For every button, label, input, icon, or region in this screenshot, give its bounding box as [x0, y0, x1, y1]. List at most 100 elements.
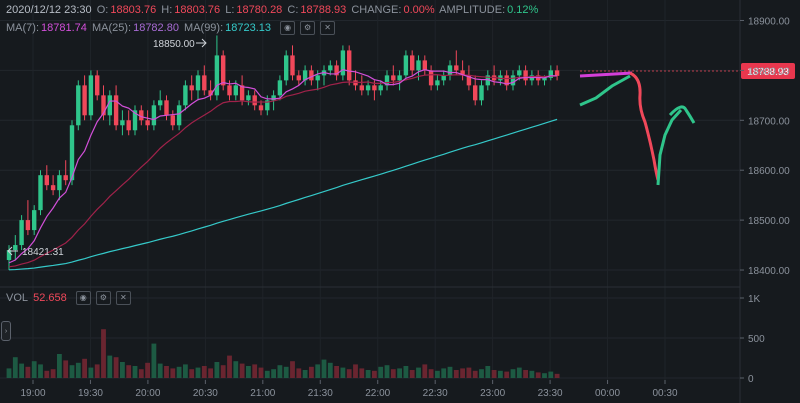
low-value: 18780.28 — [236, 4, 283, 16]
candle-body — [372, 85, 377, 91]
volume-bar — [554, 373, 560, 378]
candle-body — [359, 85, 364, 91]
candle-body — [542, 77, 547, 81]
close-value: 18788.93 — [300, 4, 347, 16]
volume-bar — [246, 366, 251, 378]
volume-bar — [290, 361, 295, 378]
price-tick-label: 18700.00 — [748, 116, 790, 127]
last-price-badge — [741, 63, 795, 79]
volume-bar — [466, 367, 472, 378]
time-tick-label: 23:30 — [538, 388, 563, 399]
drawn-arrow-head — [668, 105, 696, 124]
candle-body — [151, 105, 157, 126]
volume-bar — [50, 369, 56, 378]
time-tick-label: 22:00 — [365, 388, 390, 399]
volume-bar — [485, 366, 491, 378]
candle-body — [460, 70, 465, 76]
chart-grid — [0, 0, 740, 380]
candle-body — [126, 120, 131, 131]
close-icon[interactable]: ✕ — [115, 291, 131, 305]
candle-body — [38, 175, 43, 211]
price-tick-label: 18400.00 — [748, 266, 790, 277]
high-marker: 18850.00 — [153, 38, 207, 50]
volume-bar — [145, 362, 150, 378]
volume-bar — [384, 365, 390, 378]
volume-bar — [334, 366, 339, 378]
eye-icon[interactable]: ◉ — [75, 291, 91, 305]
volume-bar — [428, 369, 434, 378]
candle-body — [309, 70, 314, 81]
candle-body — [441, 75, 446, 81]
volume-bar — [504, 371, 510, 378]
candle-body — [284, 55, 289, 81]
ma99-value: 18723.13 — [225, 21, 272, 34]
candle-body — [239, 85, 245, 101]
volume-bar — [353, 364, 358, 378]
candle-body — [19, 220, 24, 246]
panel-toggle-handle[interactable]: › — [1, 321, 11, 341]
volume-tick-label: 1K — [748, 294, 761, 305]
volume-bar — [296, 368, 302, 378]
volume-bar — [529, 370, 535, 378]
last-price-label: 18788.93 — [747, 67, 789, 78]
price-tick-label: 18500.00 — [748, 216, 790, 227]
volume-bar — [365, 370, 371, 378]
eye-icon[interactable]: ◉ — [280, 21, 296, 35]
time-tick-label: 22:30 — [423, 388, 448, 399]
candle-body — [57, 175, 62, 191]
volume-bar — [472, 370, 478, 378]
candle-body — [403, 55, 409, 76]
candle-body — [391, 75, 396, 81]
price-tick-label: 18800.00 — [748, 66, 790, 77]
candle-body — [195, 75, 201, 91]
candles — [6, 35, 560, 271]
volume-bar — [302, 370, 308, 378]
time-tick-label: 00:30 — [652, 388, 677, 399]
candle-body — [277, 80, 283, 96]
volume-bar — [523, 370, 528, 378]
volume-bar — [38, 364, 43, 378]
candle-body — [6, 250, 12, 261]
volume-bar — [94, 364, 100, 378]
volume-bar — [120, 362, 125, 378]
high-value: 18803.76 — [174, 4, 221, 16]
gear-icon[interactable]: ⚙ — [300, 21, 316, 35]
volume-bar — [321, 359, 327, 378]
volume-bar — [57, 354, 62, 378]
volume-bar — [498, 370, 503, 378]
candle-body — [315, 75, 320, 81]
candle-body — [422, 60, 427, 71]
candle-body — [139, 110, 144, 121]
volume-bar — [170, 368, 176, 378]
volume-bar — [422, 364, 428, 378]
volume-bars — [6, 329, 560, 378]
gear-icon[interactable]: ⚙ — [95, 291, 111, 305]
candle-body — [466, 75, 472, 86]
candle-body — [107, 95, 112, 116]
volume-bar — [548, 371, 554, 378]
svg-text:18850.00: 18850.00 — [153, 39, 195, 50]
volume-bar — [220, 365, 226, 378]
vol-value: 52.658 — [33, 291, 67, 304]
volume-bar — [397, 368, 402, 378]
volume-bar — [271, 369, 276, 378]
candle-body — [454, 65, 459, 71]
price-tick-label: 18600.00 — [748, 166, 790, 177]
candle-body — [340, 50, 346, 76]
volume-bar — [239, 363, 245, 378]
volume-axis-labels: 1K 500 0 — [740, 294, 765, 385]
volume-bar — [201, 366, 207, 378]
volume-bar — [31, 361, 37, 378]
candle-body — [258, 105, 264, 111]
drawn-red-drop — [629, 71, 660, 181]
close-icon[interactable]: ✕ — [320, 21, 336, 35]
volume-bar — [208, 368, 213, 378]
volume-bar — [6, 368, 12, 378]
volume-bar — [75, 362, 81, 378]
candle-body — [290, 55, 295, 76]
time-tick-label: 21:00 — [250, 388, 275, 399]
ma99-line — [8, 118, 558, 271]
volume-tick-label: 0 — [748, 374, 754, 385]
candle-body — [132, 110, 138, 131]
candle-body — [302, 70, 308, 81]
